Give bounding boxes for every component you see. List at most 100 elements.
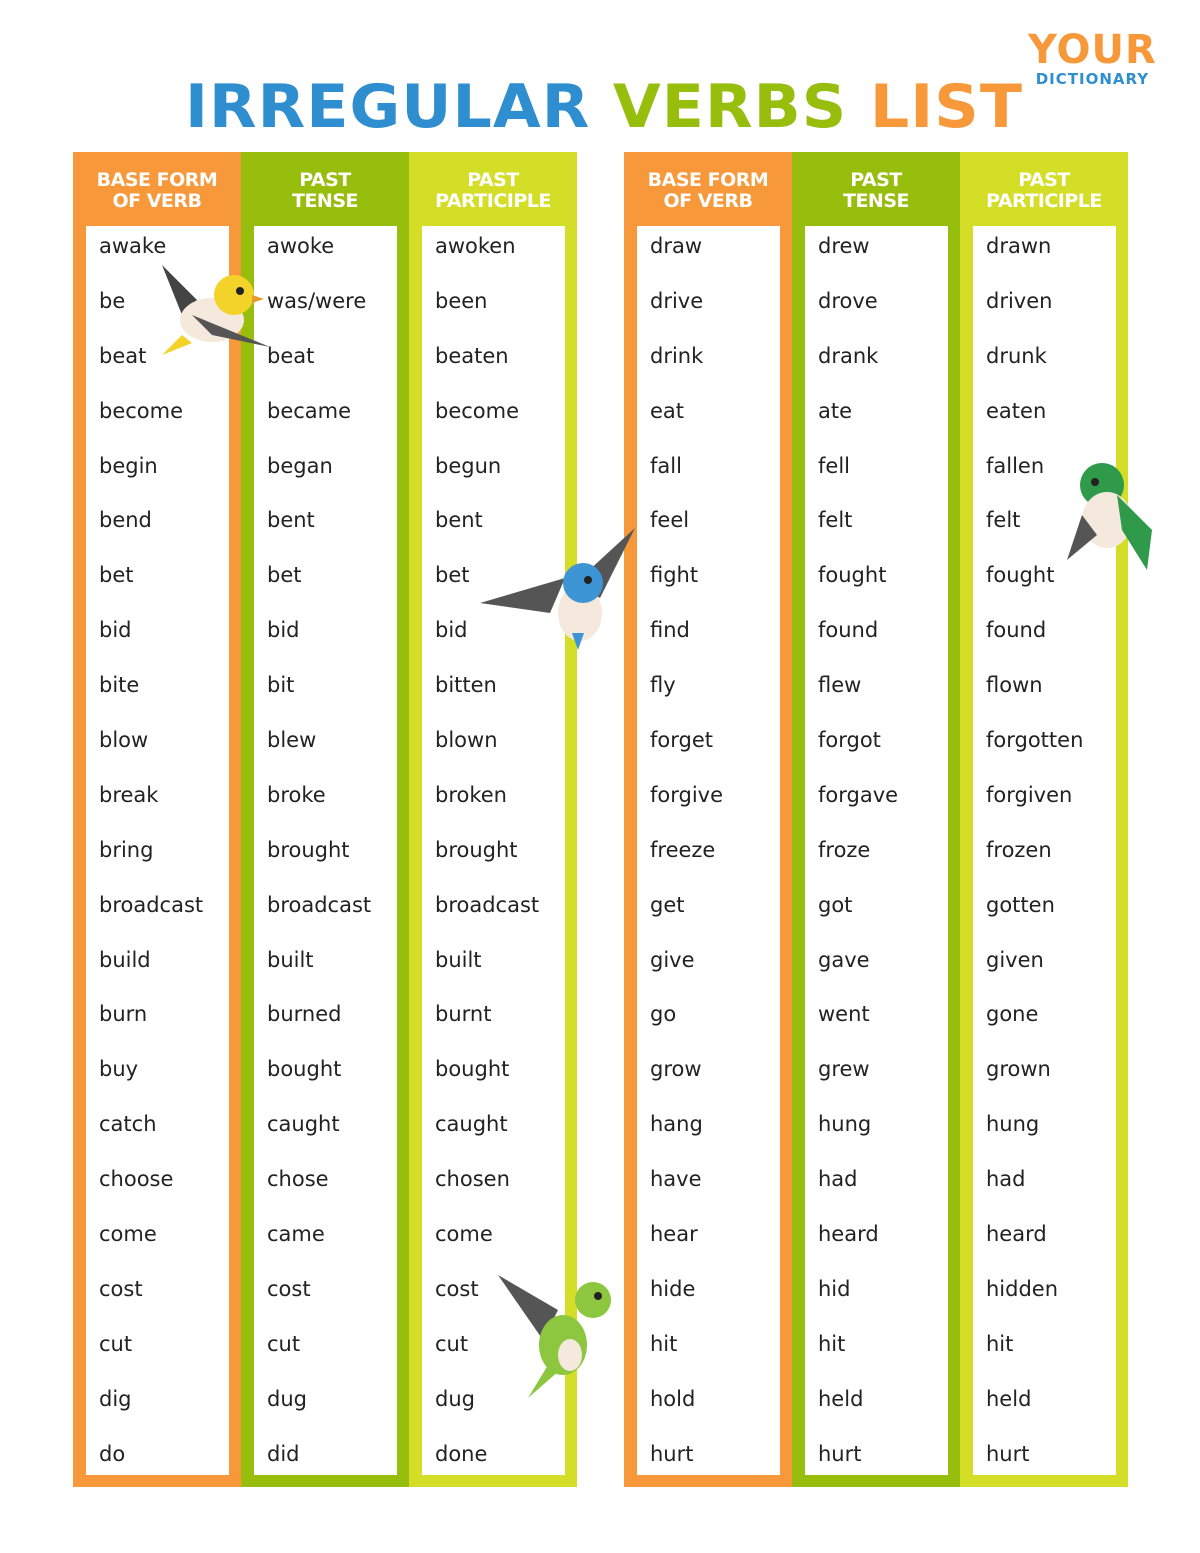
verb-cell: hung (986, 1112, 1040, 1137)
verb-cell: hidden (986, 1276, 1059, 1301)
verb-cell: felt (986, 508, 1021, 533)
verb-cell: hit (986, 1331, 1014, 1356)
verb-cell: froze (818, 837, 871, 862)
verb-cell: bid (435, 618, 468, 643)
verb-cell: hang (650, 1112, 703, 1137)
column-past-tense: PAST TENSE awoke was/were beat became began be… (241, 152, 409, 1487)
verb-cell: fall (650, 453, 682, 478)
verb-cell: bring (99, 837, 154, 862)
verb-cell: given (986, 947, 1044, 972)
verb-cell: cost (267, 1276, 311, 1301)
verb-cell: fell (818, 453, 850, 478)
verb-cell: forgive (650, 782, 724, 807)
verb-cell: buy (99, 1057, 139, 1082)
verb-cell: dug (435, 1386, 475, 1411)
verb-cell: hurt (818, 1441, 862, 1466)
verb-cell: hit (650, 1331, 678, 1356)
yourdictionary-logo: YOUR DICTIONARY (1028, 30, 1157, 88)
verb-cell: go (650, 1002, 677, 1027)
verb-cell: feel (650, 508, 690, 533)
verb-cell: got (818, 892, 853, 917)
verb-table-2: BASE FORM OF VERB draw drive drink eat fall fe… (624, 152, 1128, 1487)
verb-cell: bitten (435, 673, 497, 698)
verb-cell: frozen (986, 837, 1052, 862)
verb-cell: broadcast (267, 892, 372, 917)
verb-cell: build (99, 947, 151, 972)
verb-cell: driven (986, 288, 1053, 313)
verb-cell: forget (650, 728, 713, 753)
verb-cell: catch (99, 1112, 157, 1137)
column-header-past-participle: PAST PARTICIPLE (986, 169, 1102, 212)
column-body: awake be beat become begin bend bet bid bite blow… (86, 226, 229, 1475)
verb-cell: bent (435, 508, 483, 533)
verb-cell: gotten (986, 892, 1055, 917)
verb-cell: burn (99, 1002, 148, 1027)
verb-cell: drove (818, 288, 878, 313)
verb-cell: become (99, 398, 184, 423)
verb-cell: drink (650, 343, 704, 368)
verb-cell: began (267, 453, 333, 478)
verb-cell: chose (267, 1167, 329, 1192)
verb-cell: held (818, 1386, 864, 1411)
verb-cell: had (818, 1167, 858, 1192)
yellow-bird-icon (162, 265, 270, 355)
verb-cell: cut (435, 1331, 469, 1356)
verb-cell: bet (435, 563, 470, 588)
verb-cell: dig (99, 1386, 132, 1411)
verb-cell: fought (986, 563, 1055, 588)
verb-cell: brought (435, 837, 518, 862)
verb-cell: drive (650, 288, 704, 313)
verb-cell: eaten (986, 398, 1047, 423)
verb-cell: felt (818, 508, 853, 533)
verb-cell: grow (650, 1057, 702, 1082)
verb-cell: awoke (267, 234, 335, 258)
verb-cell: hid (818, 1276, 851, 1301)
verb-cell: chosen (435, 1167, 510, 1192)
verb-cell: burnt (435, 1002, 492, 1027)
column-past-participle: PAST PARTICIPLE drawn driven drunk eaten fall… (960, 152, 1128, 1487)
verb-cell: burned (267, 1002, 342, 1027)
verb-cell: have (650, 1167, 702, 1192)
verb-cell: begin (99, 453, 158, 478)
verb-cell: brought (267, 837, 350, 862)
verb-cell: heard (818, 1222, 879, 1247)
verb-cell: done (435, 1441, 488, 1466)
verb-cell: get (650, 892, 685, 917)
verb-cell: bid (267, 618, 300, 643)
verb-cell: gone (986, 1002, 1039, 1027)
column-header-base-form: BASE FORM OF VERB (96, 169, 218, 212)
verb-cell: freeze (650, 837, 716, 862)
verb-cell: broke (267, 782, 326, 807)
verb-cell: hurt (650, 1441, 694, 1466)
verb-cell: caught (435, 1112, 508, 1137)
column-body: draw drive drink eat fall feel fight find fly for… (637, 226, 780, 1475)
column-body: awoken been beaten become begun bent bet bid bit… (422, 226, 565, 1475)
verb-cell: flown (986, 673, 1043, 698)
verb-cell: built (267, 947, 314, 972)
verb-cell: blown (435, 728, 498, 753)
title-word-verbs: VERBS (612, 72, 848, 142)
verb-cell: bet (99, 563, 134, 588)
verb-cell: eat (650, 398, 685, 423)
verb-table-1: BASE FORM OF VERB awake be beat become begin b… (73, 152, 577, 1487)
verb-cell: became (267, 398, 352, 423)
verb-cell: gave (818, 947, 870, 972)
verb-cell: ate (818, 398, 853, 423)
verb-cell: bought (435, 1057, 510, 1082)
verb-cell: be (99, 288, 126, 313)
verb-cell: hurt (986, 1441, 1030, 1466)
column-body: drew drove drank ate fell felt fought found flew… (805, 226, 948, 1475)
verb-cell: draw (650, 234, 703, 258)
title-word-list: LIST (869, 72, 1024, 142)
verb-cell: bought (267, 1057, 342, 1082)
verb-cell: begun (435, 453, 502, 478)
verb-cell: grew (818, 1057, 870, 1082)
verb-cell: been (435, 288, 488, 313)
verb-cell: flew (818, 673, 862, 698)
verb-cell: hit (818, 1331, 846, 1356)
verb-cell: beat (99, 343, 147, 368)
verb-cell: cut (99, 1331, 133, 1356)
verb-cell: find (650, 618, 690, 643)
verb-cell: choose (99, 1167, 174, 1192)
